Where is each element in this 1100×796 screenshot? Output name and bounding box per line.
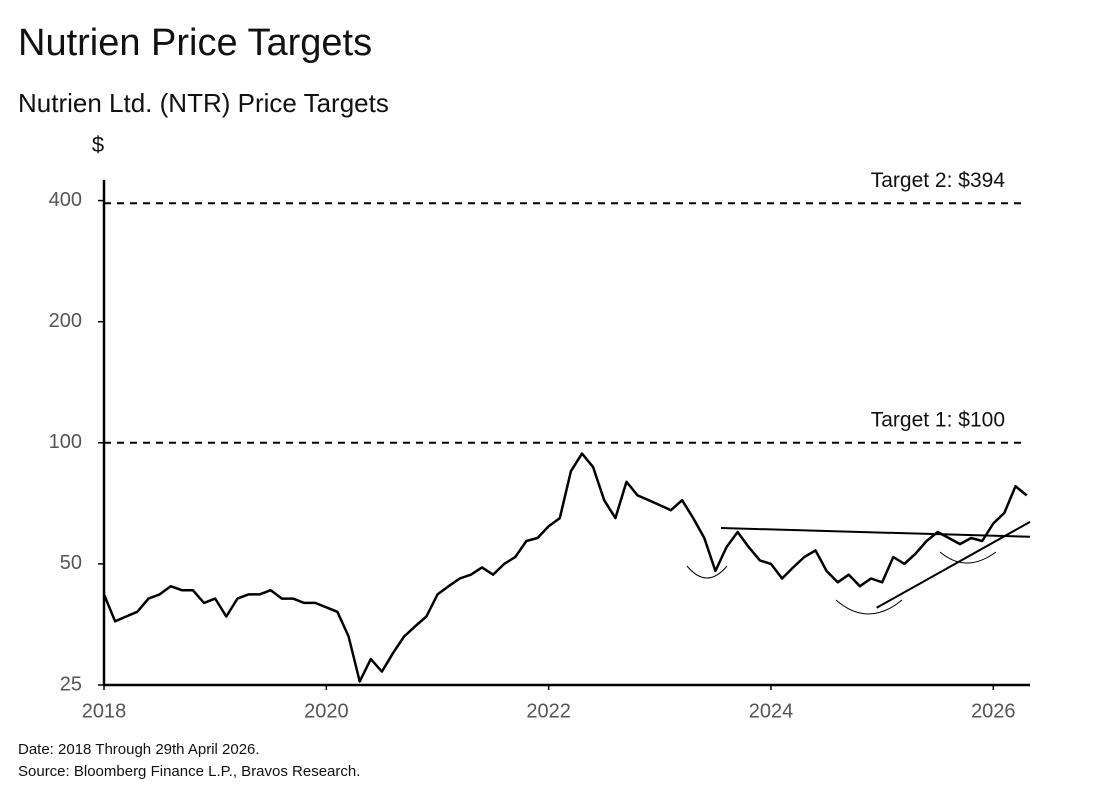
price-line bbox=[102, 452, 1028, 683]
pattern-arc bbox=[939, 551, 997, 564]
trend-line bbox=[720, 527, 1031, 538]
trend-line bbox=[876, 521, 1031, 609]
y-tick-label: 25 bbox=[60, 673, 82, 695]
x-tick-label: 2018 bbox=[82, 700, 127, 722]
target-label: Target 1: $100 bbox=[871, 408, 1005, 431]
pattern-arc bbox=[835, 599, 903, 615]
pattern-arc bbox=[686, 565, 728, 579]
chart-title: Nutrien Price Targets bbox=[18, 22, 372, 64]
y-tick-label: 400 bbox=[49, 189, 82, 211]
x-tick-label: 2024 bbox=[749, 700, 794, 722]
chart-subtitle: Nutrien Ltd. (NTR) Price Targets bbox=[18, 88, 389, 118]
x-tick-label: 2026 bbox=[971, 700, 1016, 722]
x-tick-label: 2022 bbox=[526, 700, 571, 722]
x-tick-label: 2020 bbox=[304, 700, 349, 722]
target-label: Target 2: $394 bbox=[871, 169, 1006, 192]
footnote: Date: 2018 Through 29th April 2026. bbox=[18, 741, 260, 758]
y-tick-label: 100 bbox=[49, 431, 82, 453]
y-tick-label: 50 bbox=[60, 552, 82, 574]
y-tick-label: 200 bbox=[49, 310, 82, 332]
footnote: Source: Bloomberg Finance L.P., Bravos R… bbox=[18, 763, 360, 780]
y-axis-label: $ bbox=[92, 132, 104, 157]
